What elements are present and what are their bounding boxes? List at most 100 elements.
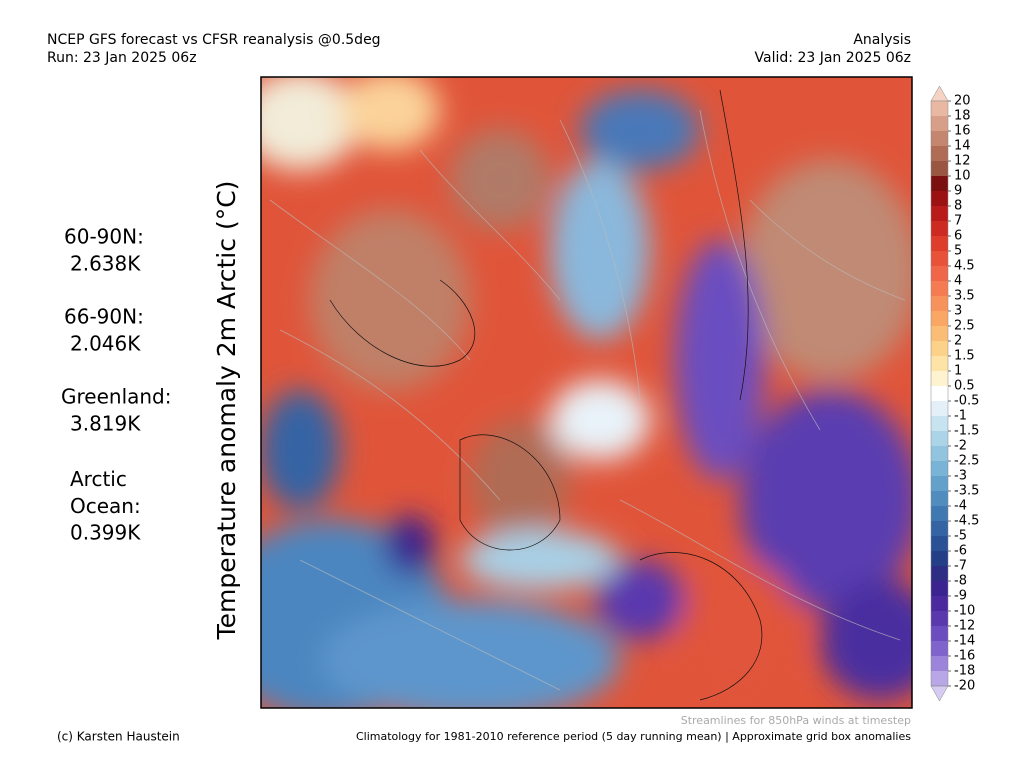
colorbar-segment (931, 596, 948, 611)
colorbar-segment (931, 281, 948, 296)
colorbar-segment (931, 626, 948, 641)
colorbar-segment (931, 536, 948, 551)
colorbar-arrow (930, 85, 949, 102)
colorbar-segment (931, 236, 948, 251)
colorbar-label: 9 (954, 184, 962, 199)
colorbar-label: 3 (954, 304, 962, 319)
map (261, 77, 912, 708)
axis-label: Temperature anomaly 2m Arctic (°C) (212, 181, 241, 641)
stat-region: 66-90N: (64, 305, 144, 329)
colorbar-label: 6 (954, 229, 962, 244)
colorbar-label: -8 (954, 574, 967, 589)
colorbar: 201816141210987654.543.532.521.510.5-0.5… (930, 85, 979, 702)
colorbar-label: -0.5 (954, 394, 979, 409)
title: NCEP GFS forecast vs CFSR reanalysis @0.… (47, 32, 381, 48)
colorbar-segment (931, 266, 948, 281)
colorbar-label: -3.5 (954, 484, 979, 499)
colorbar-segment (931, 656, 948, 671)
colorbar-label: 14 (954, 139, 971, 154)
stat-region: Arctic Ocean: (70, 467, 141, 518)
colorbar-segment (931, 581, 948, 596)
colorbar-label: -18 (954, 664, 975, 679)
colorbar-label: -4.5 (954, 514, 979, 529)
colorbar-label: -12 (954, 619, 975, 634)
colorbar-segment (931, 296, 948, 311)
colorbar-frame (930, 100, 949, 687)
colorbar-label: -6 (954, 544, 967, 559)
colorbar-segment (931, 206, 948, 221)
colorbar-segment (931, 101, 948, 116)
climatology-note: Climatology for 1981-2010 reference peri… (356, 730, 911, 743)
colorbar-segment (931, 356, 948, 371)
colorbar-segment (931, 611, 948, 626)
colorbar-segment (931, 161, 948, 176)
colorbar-label: -10 (954, 604, 975, 619)
colorbar-segment (931, 401, 948, 416)
colorbar-segment (931, 431, 948, 446)
mode: Analysis (853, 32, 911, 48)
colorbar-label: -9 (954, 589, 967, 604)
colorbar-segment (931, 191, 948, 206)
colorbar-segment (931, 566, 948, 581)
colorbar-label: -20 (954, 679, 975, 694)
colorbar-label: 10 (954, 169, 971, 184)
colorbar-arrow (930, 685, 949, 702)
colorbar-segment (931, 311, 948, 326)
colorbar-label: 5 (954, 244, 962, 259)
run: Run: 23 Jan 2025 06z (47, 50, 197, 66)
stat-region: Greenland: (61, 385, 172, 409)
colorbar-label: 4 (954, 274, 962, 289)
colorbar-segment (931, 146, 948, 161)
colorbar-label: 7 (954, 214, 962, 229)
colorbar-segment (931, 221, 948, 236)
colorbar-segment (931, 326, 948, 341)
colorbar-label: -1 (954, 409, 967, 424)
colorbar-segment (931, 131, 948, 146)
colorbar-segment (931, 251, 948, 266)
colorbar-segment (931, 641, 948, 656)
colorbar-label: 12 (954, 154, 971, 169)
colorbar-label: 8 (954, 199, 962, 214)
colorbar-segment (931, 176, 948, 191)
colorbar-label: 16 (954, 124, 971, 139)
colorbar-segment (931, 371, 948, 386)
colorbar-label: -2 (954, 439, 967, 454)
colorbar-label: -3 (954, 469, 967, 484)
colorbar-segment (931, 416, 948, 431)
stat-value: 3.819K (70, 412, 141, 436)
colorbar-segment (931, 671, 948, 686)
colorbar-label: 4.5 (954, 259, 975, 274)
stat-value: 2.046K (70, 332, 141, 356)
colorbar-label: 3.5 (954, 289, 975, 304)
colorbar-segment (931, 461, 948, 476)
stats: 60-90N: 2.638K 66-90N: 2.046K Greenland: 3.81… (61, 225, 172, 545)
colorbar-label: -1.5 (954, 424, 979, 439)
colorbar-label: 2.5 (954, 319, 975, 334)
colorbar-segment (931, 341, 948, 356)
colorbar-segment (931, 506, 948, 521)
colorbar-label: -14 (954, 634, 975, 649)
colorbar-segment (931, 116, 948, 131)
map-frame (260, 76, 913, 709)
colorbar-label: 18 (954, 109, 971, 124)
streamline-note: Streamlines for 850hPa winds at timestep (681, 714, 911, 727)
colorbar-label: -16 (954, 649, 975, 664)
colorbar-segment (931, 386, 948, 401)
colorbar-label: -4 (954, 499, 967, 514)
stat-region: 60-90N: (64, 225, 144, 249)
colorbar-segment (931, 446, 948, 461)
credit: (c) Karsten Haustein (57, 730, 180, 744)
colorbar-segment (931, 476, 948, 491)
stat-value: 0.399K (70, 521, 141, 545)
stat-value: 2.638K (70, 252, 141, 276)
colorbar-label: -7 (954, 559, 967, 574)
colorbar-label: -2.5 (954, 454, 979, 469)
colorbar-label: 1 (954, 364, 962, 379)
colorbar-label: 0.5 (954, 379, 975, 394)
colorbar-segment (931, 491, 948, 506)
colorbar-label: 1.5 (954, 349, 975, 364)
colorbar-segment (931, 521, 948, 536)
colorbar-label: 2 (954, 334, 962, 349)
